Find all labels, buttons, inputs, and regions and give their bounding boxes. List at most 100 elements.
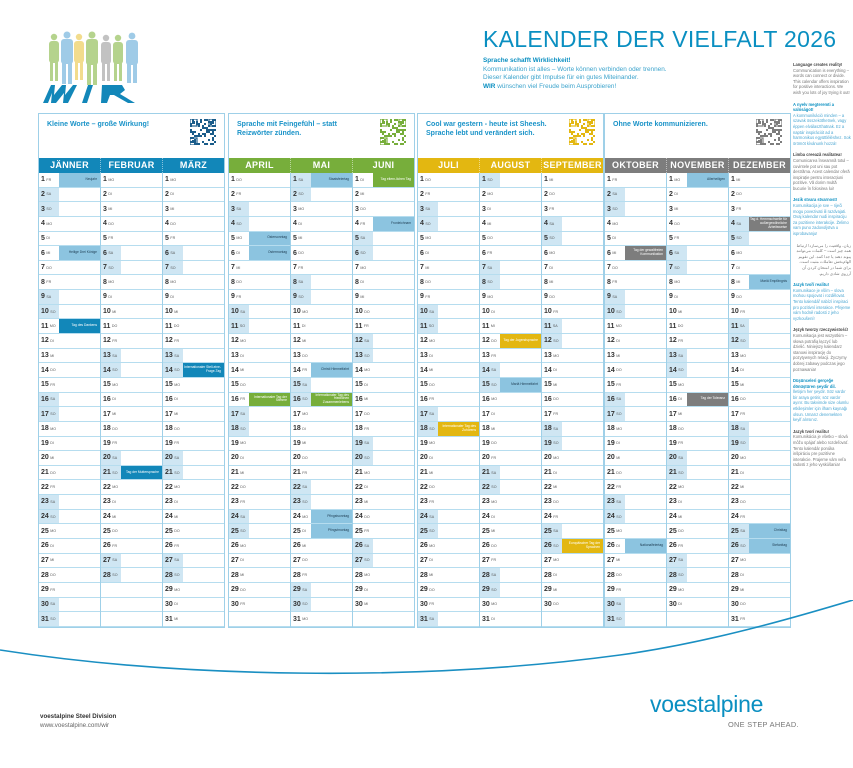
day-cell[interactable]: 19 MO — [418, 437, 479, 452]
day-cell[interactable]: 9 DI — [101, 290, 162, 305]
day-cell[interactable]: 17 FR — [542, 407, 603, 422]
day-cell[interactable]: 8 DI — [353, 275, 414, 291]
day-cell[interactable]: 7 DO — [605, 261, 666, 276]
day-event-label[interactable]: Stefanitag — [749, 539, 790, 553]
day-cell[interactable]: 9 DO — [542, 290, 603, 305]
day-cell[interactable]: 10 FR — [542, 305, 603, 320]
day-cell[interactable]: 17 FR — [729, 407, 790, 422]
day-cell[interactable]: 14 MI — [418, 363, 479, 378]
day-cell[interactable]: 25 SO — [418, 524, 479, 540]
day-cell[interactable]: 25 MO — [39, 524, 100, 540]
day-cell[interactable]: 19 DI — [605, 437, 666, 452]
day-cell[interactable]: 6 SA — [101, 246, 162, 261]
day-cell[interactable]: 23 DO — [542, 495, 603, 510]
day-cell[interactable]: 12 MI — [291, 334, 352, 349]
day-cell[interactable]: 8 SA — [291, 275, 352, 291]
day-cell[interactable]: 31 SO — [605, 612, 666, 627]
day-cell[interactable]: 21 DO — [605, 466, 666, 481]
day-cell[interactable]: 23 SO — [291, 495, 352, 510]
day-cell[interactable]: 28 MO — [353, 568, 414, 583]
day-cell[interactable]: 17 DO — [353, 407, 414, 422]
day-cell[interactable]: 2 DI — [163, 188, 224, 203]
day-cell[interactable]: 15 SO Mariä Himmelfahrt — [480, 377, 541, 393]
day-cell[interactable]: 31 SA — [418, 612, 479, 627]
day-cell[interactable]: 25 MO — [605, 524, 666, 540]
day-event-label[interactable]: Internationaler Tag des Zuhörens — [438, 421, 479, 436]
day-cell[interactable]: 7 SO — [667, 260, 728, 276]
day-cell[interactable]: 17 SA — [418, 407, 479, 422]
day-cell[interactable]: 12 MO — [229, 334, 290, 349]
day-cell[interactable]: 20 SO — [353, 451, 414, 466]
day-cell[interactable]: 29 DO — [229, 583, 290, 598]
day-cell[interactable]: 15 FR — [39, 378, 100, 393]
day-cell[interactable]: 24 SO — [39, 509, 100, 525]
day-cell[interactable]: 29 MO — [163, 583, 224, 598]
day-cell[interactable]: 20 MO — [729, 451, 790, 466]
day-cell[interactable]: 5 SA — [353, 231, 414, 247]
day-cell[interactable]: 30 FR — [229, 598, 290, 613]
day-cell[interactable]: 3 SA — [229, 202, 290, 217]
day-event-label[interactable]: Heilige Drei Könige — [59, 246, 100, 260]
day-cell[interactable]: 14 SO Internationaler Stell-eine-Frage-Tag — [163, 363, 224, 378]
day-cell[interactable]: 17 SO — [39, 407, 100, 422]
day-cell[interactable]: 14 MI — [229, 363, 290, 378]
day-cell[interactable]: 13 SA — [101, 348, 162, 364]
day-cell[interactable]: 11 SO — [229, 319, 290, 335]
day-cell[interactable]: 12 SA — [353, 334, 414, 349]
day-cell[interactable]: 19 MI — [291, 437, 352, 452]
day-cell[interactable]: 3 SO — [39, 202, 100, 217]
day-cell[interactable]: 6 DI Ostermontag — [229, 246, 290, 261]
day-cell[interactable]: 22 MI — [729, 480, 790, 496]
day-cell[interactable]: 18 DO — [667, 422, 728, 437]
day-cell[interactable]: 2 DI — [667, 188, 728, 203]
day-cell[interactable]: 24 MO Pfingstsonntag — [291, 509, 352, 525]
day-cell[interactable]: 7 MI — [229, 261, 290, 276]
day-cell[interactable]: 19 SA — [353, 436, 414, 452]
day-event-label[interactable]: Pfingstsonntag — [311, 509, 352, 524]
day-cell[interactable]: 23 DI — [667, 495, 728, 510]
day-cell[interactable]: 8 MO — [667, 275, 728, 291]
day-cell[interactable]: 7 SO — [101, 260, 162, 276]
day-cell[interactable]: 4 DI — [291, 217, 352, 232]
day-cell[interactable]: 7 FR — [291, 261, 352, 276]
day-cell[interactable]: 29 FR — [39, 583, 100, 598]
day-cell[interactable]: 15 MI — [729, 378, 790, 393]
day-cell[interactable]: 14 MO — [353, 363, 414, 378]
day-cell[interactable]: 13 DI — [418, 349, 479, 364]
day-event-label[interactable]: Internationaler Tag der Stimme — [249, 392, 290, 407]
day-cell[interactable]: 1 SO — [480, 173, 541, 188]
day-cell[interactable]: 12 SO — [542, 334, 603, 349]
day-cell[interactable]: 3 SO — [605, 202, 666, 217]
day-cell[interactable]: 23 DI — [101, 495, 162, 510]
day-cell[interactable]: 19 FR — [101, 437, 162, 452]
day-cell[interactable]: 29 MI — [542, 583, 603, 598]
day-cell[interactable]: 20 DI — [418, 451, 479, 466]
day-cell[interactable]: 4 SA — [542, 216, 603, 232]
day-cell[interactable]: 11 SA — [542, 319, 603, 335]
day-cell[interactable]: 6 SA — [667, 246, 728, 261]
day-cell[interactable]: 19 FR — [667, 437, 728, 452]
day-cell[interactable]: 24 SO — [605, 509, 666, 525]
day-cell[interactable]: 26 FR — [163, 539, 224, 554]
day-cell[interactable]: 22 SO — [480, 480, 541, 496]
day-cell[interactable]: 16 SA — [605, 392, 666, 408]
day-cell[interactable]: 25 DO — [667, 524, 728, 540]
day-event-label[interactable]: Tag des Dankens — [59, 319, 100, 334]
day-cell[interactable]: 23 FR — [418, 495, 479, 510]
day-cell[interactable]: 8 MI — [542, 275, 603, 291]
day-cell[interactable]: 27 DI — [418, 554, 479, 569]
day-cell[interactable]: 1 FR — [605, 173, 666, 188]
day-cell[interactable]: 5 MO Ostersonntag — [229, 231, 290, 247]
day-cell[interactable]: 25 DI Pfingstmontag — [291, 524, 352, 540]
day-cell[interactable]: 16 MI — [353, 393, 414, 408]
day-cell[interactable]: 8 MO — [163, 275, 224, 291]
day-cell[interactable]: 18 MI — [480, 422, 541, 437]
day-cell[interactable]: 28 DO — [605, 568, 666, 583]
day-cell[interactable]: 21 SO — [667, 465, 728, 481]
day-cell[interactable]: 4 MO — [39, 217, 100, 232]
day-cell[interactable]: 17 MI — [101, 407, 162, 422]
day-cell[interactable]: 21 DI — [542, 466, 603, 481]
day-event-label[interactable]: Allerheiligen — [687, 173, 728, 187]
day-cell[interactable]: 22 FR — [39, 480, 100, 496]
day-cell[interactable]: 11 SO — [418, 319, 479, 335]
